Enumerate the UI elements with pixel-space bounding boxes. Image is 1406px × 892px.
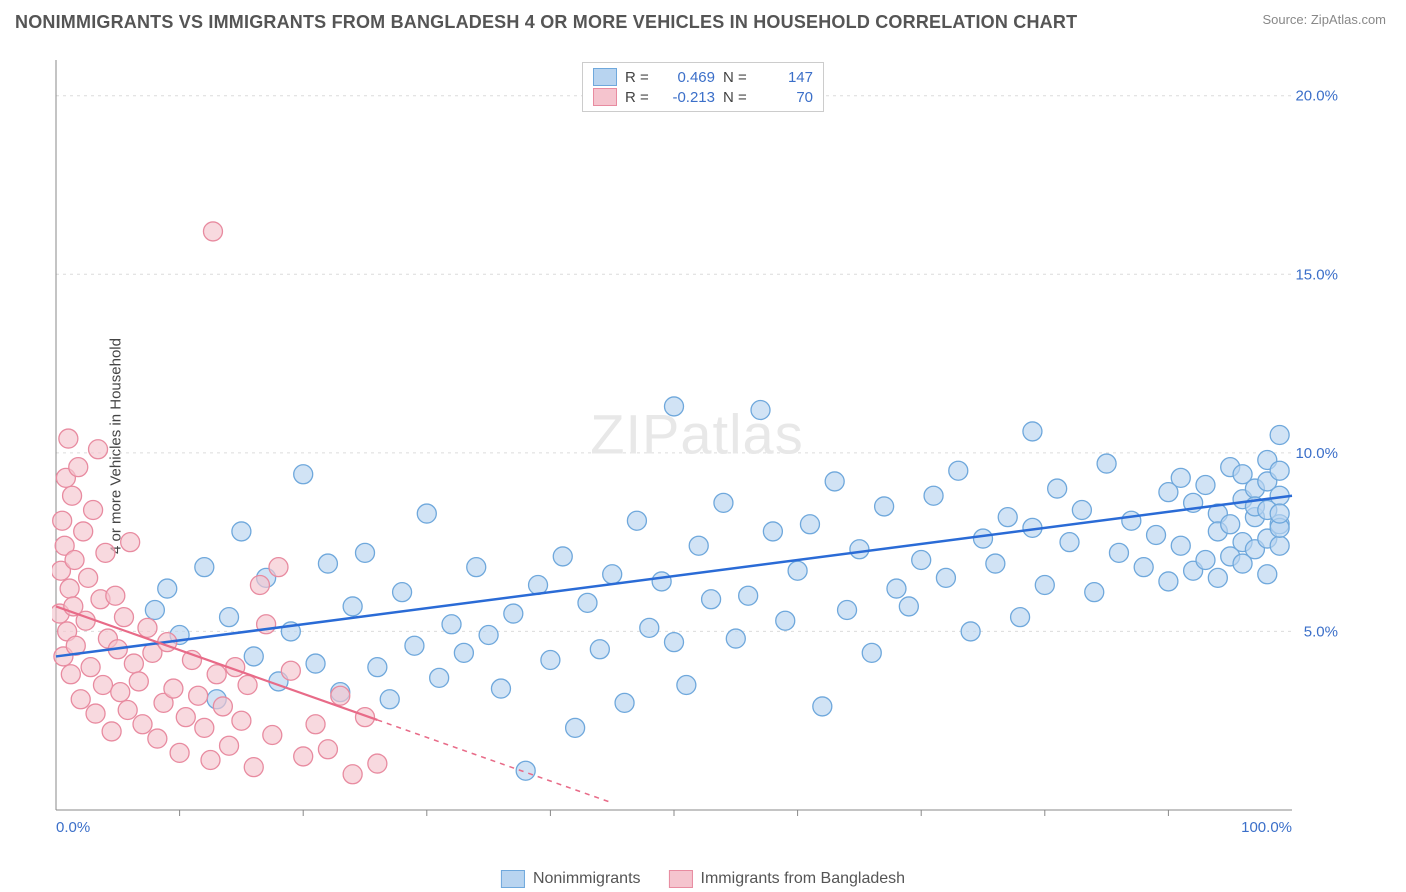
legend-label: Nonimmigrants [533, 870, 641, 888]
source-attribution: Source: ZipAtlas.com [1262, 12, 1386, 27]
svg-text:0.0%: 0.0% [56, 819, 90, 836]
n-value: 147 [759, 69, 813, 86]
n-value: 70 [759, 89, 813, 106]
legend-label: Immigrants from Bangladesh [701, 870, 906, 888]
series-legend: Nonimmigrants Immigrants from Bangladesh [501, 870, 905, 888]
chart-title: NONIMMIGRANTS VS IMMIGRANTS FROM BANGLAD… [15, 12, 1077, 33]
legend-item-immigrants: Immigrants from Bangladesh [669, 870, 906, 888]
legend-swatch [501, 870, 525, 888]
n-label: N = [723, 69, 751, 86]
legend-row-series-2: R = -0.213 N = 70 [593, 87, 813, 107]
legend-swatch [669, 870, 693, 888]
legend-row-series-1: R = 0.469 N = 147 [593, 67, 813, 87]
legend-item-nonimmigrants: Nonimmigrants [501, 870, 641, 888]
svg-text:15.0%: 15.0% [1295, 266, 1338, 283]
chart-container: ZIPatlas 5.0% 10.0% 15.0% 20.0% 0.0% 100.0% [52, 60, 1342, 840]
r-value: 0.469 [661, 69, 715, 86]
watermark: ZIPatlas [590, 402, 803, 467]
svg-text:5.0%: 5.0% [1304, 623, 1338, 640]
svg-text:10.0%: 10.0% [1295, 445, 1338, 462]
r-label: R = [625, 89, 653, 106]
legend-swatch [593, 68, 617, 86]
r-label: R = [625, 69, 653, 86]
r-value: -0.213 [661, 89, 715, 106]
n-label: N = [723, 89, 751, 106]
correlation-legend: R = 0.469 N = 147 R = -0.213 N = 70 [582, 62, 824, 112]
svg-text:20.0%: 20.0% [1295, 88, 1338, 105]
svg-text:100.0%: 100.0% [1241, 819, 1292, 836]
legend-swatch [593, 88, 617, 106]
